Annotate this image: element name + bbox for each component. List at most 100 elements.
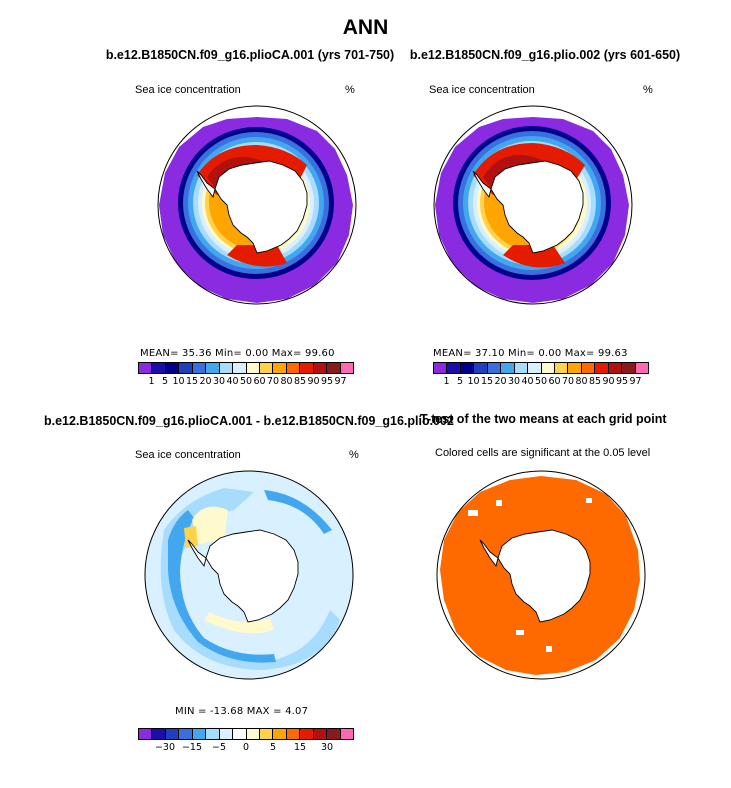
not-significant-patch <box>516 630 524 635</box>
top-left-title: b.e12.B1850CN.f09_g16.plioCA.001 (yrs 70… <box>105 48 395 62</box>
colorbar-label: 30 <box>212 376 226 387</box>
colorbar-label: −5 <box>211 742 227 753</box>
antarctica <box>490 160 584 254</box>
colorbar-swatch <box>622 363 636 373</box>
colorbar-label: 50 <box>239 376 253 387</box>
colorbar-label: 5 <box>456 376 464 387</box>
colorbar-swatch <box>541 363 555 373</box>
bottom-left-variable: Sea ice concentration <box>135 449 241 461</box>
top-right-variable: Sea ice concentration <box>429 84 535 96</box>
top-left-map <box>157 105 357 305</box>
colorbar-swatch <box>246 729 260 739</box>
not-significant-patch <box>496 500 502 506</box>
top-right-stats: MEAN= 37.10 Min= 0.00 Max= 99.63 <box>433 348 628 359</box>
colorbar-swatch <box>206 729 220 739</box>
figure-title: ANN <box>342 16 389 39</box>
colorbar-label: 60 <box>548 376 561 387</box>
colorbar-swatch <box>286 363 301 373</box>
colorbar-label: 97 <box>629 376 642 387</box>
ross-ice <box>227 245 287 267</box>
colorbar-label: 10 <box>467 376 480 387</box>
colorbar-swatch <box>554 363 569 373</box>
colorbar-label: 90 <box>602 376 615 387</box>
colorbar-swatch <box>340 729 353 739</box>
colorbar-label: 30 <box>507 376 521 387</box>
colorbar-swatch <box>273 729 287 739</box>
colorbar-swatch <box>206 363 220 373</box>
top-left-colorbar <box>138 362 354 374</box>
diff-positive-weddell <box>192 506 228 544</box>
colorbar-swatch <box>474 363 488 373</box>
ross-ice <box>503 245 565 268</box>
diff-band-east <box>264 490 332 534</box>
bottom-right-subtitle: Colored cells are significant at the 0.0… <box>435 447 651 459</box>
colorbar-label: 5 <box>269 742 277 753</box>
bottom-left-units: % <box>349 449 359 461</box>
colorbar-swatch <box>327 363 341 373</box>
colorbar-swatch <box>233 729 247 739</box>
antarctica <box>205 529 299 623</box>
top-right-map <box>433 105 633 305</box>
antarctica <box>214 160 308 254</box>
not-significant-patch <box>586 498 592 503</box>
colorbar-swatch <box>313 363 328 373</box>
colorbar-label: 10 <box>172 376 185 387</box>
top-left-units: % <box>345 84 355 96</box>
colorbar-swatch <box>608 363 623 373</box>
antarctic-peninsula <box>479 539 499 568</box>
diff-positive-ross <box>204 612 274 634</box>
colorbar-swatch <box>568 363 582 373</box>
colorbar-label: 70 <box>561 376 575 387</box>
top-right-title: b.e12.B1850CN.f09_g16.plio.002 (yrs 601-… <box>409 48 681 62</box>
colorbar-swatch <box>179 363 193 373</box>
colorbar-swatch <box>273 363 287 373</box>
not-significant-patch <box>546 646 552 652</box>
diff-strong-positive-spot <box>184 526 198 548</box>
colorbar-label: 90 <box>307 376 320 387</box>
colorbar-swatch <box>581 363 596 373</box>
colorbar-label: 20 <box>199 376 212 387</box>
antarctica <box>497 529 591 623</box>
top-left-variable: Sea ice concentration <box>135 84 241 96</box>
colorbar-label: 95 <box>615 376 629 387</box>
colorbar-label: 85 <box>588 376 602 387</box>
colorbar-swatch <box>313 729 328 739</box>
colorbar-label: −30 <box>154 742 176 753</box>
colorbar-swatch <box>514 363 529 373</box>
colorbar-swatch <box>327 729 341 739</box>
colorbar-swatch <box>219 729 234 739</box>
colorbar-swatch <box>165 363 180 373</box>
colorbar-swatch <box>434 363 448 373</box>
colorbar-swatch <box>152 363 166 373</box>
bottom-right-map <box>436 470 646 680</box>
top-left-stats: MEAN= 35.36 Min= 0.00 Max= 99.60 <box>140 348 335 359</box>
colorbar-swatch <box>528 363 542 373</box>
colorbar-swatch <box>192 729 207 739</box>
colorbar-label: 15 <box>185 376 199 387</box>
colorbar-label: 40 <box>521 376 534 387</box>
colorbar-label: 80 <box>280 376 293 387</box>
colorbar-swatch <box>139 363 153 373</box>
colorbar-label: 80 <box>575 376 588 387</box>
colorbar-swatch <box>340 363 353 373</box>
colorbar-swatch <box>595 363 609 373</box>
colorbar-label: 40 <box>226 376 239 387</box>
colorbar-swatch <box>259 729 274 739</box>
colorbar-swatch <box>246 363 260 373</box>
top-left-colorbar-labels: 1 5 10 15 20 30 40 50 60 70 80 85 90 95 97 <box>138 376 354 388</box>
colorbar-label: 20 <box>494 376 507 387</box>
colorbar-swatch <box>259 363 274 373</box>
colorbar-label: 5 <box>161 376 169 387</box>
colorbar-label: −15 <box>181 742 203 753</box>
top-right-colorbar-labels: 1 5 10 15 20 30 40 50 60 70 80 85 90 95 97 <box>433 376 649 388</box>
colorbar-label: 85 <box>293 376 307 387</box>
colorbar-swatch <box>487 363 502 373</box>
colorbar-swatch <box>179 729 193 739</box>
antarctic-peninsula <box>196 170 216 199</box>
colorbar-label: 1 <box>148 376 155 387</box>
antarctic-peninsula <box>472 170 492 199</box>
colorbar-label: 60 <box>253 376 266 387</box>
bottom-left-stats: MIN = -13.68 MAX = 4.07 <box>175 706 309 717</box>
not-significant-patch <box>468 510 478 516</box>
colorbar-label: 50 <box>534 376 548 387</box>
